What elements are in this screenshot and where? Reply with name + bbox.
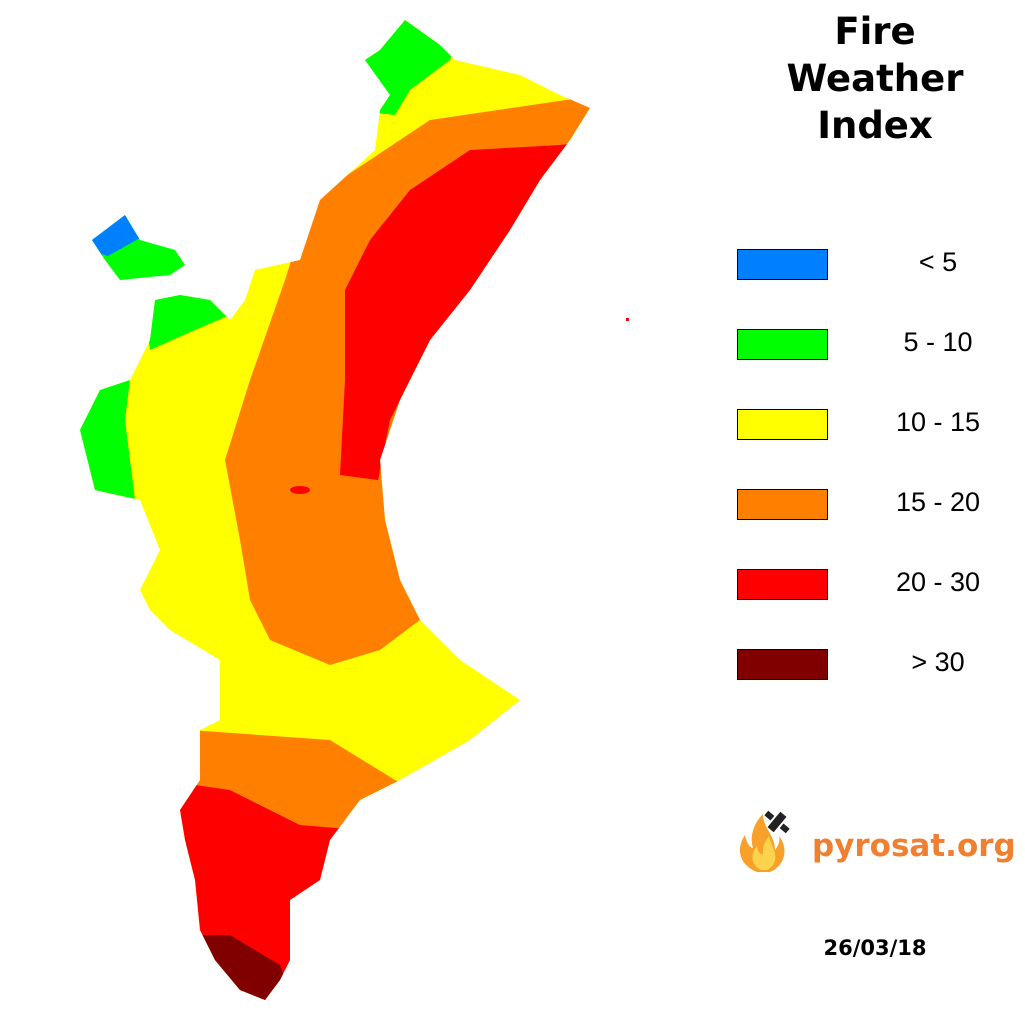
date: 26/03/18 xyxy=(823,936,927,960)
legend-swatch xyxy=(737,329,828,360)
zone xyxy=(340,140,590,480)
zone xyxy=(290,486,310,494)
legend-label: 15 - 20 xyxy=(895,487,981,517)
legend-label: > 30 xyxy=(911,647,965,677)
legend-swatch xyxy=(737,569,828,600)
zone xyxy=(225,95,590,665)
zone xyxy=(92,215,185,280)
legend-label: < 5 xyxy=(918,247,958,277)
title: Fire Weather Index xyxy=(786,10,964,147)
brand: pyrosat.org xyxy=(812,828,1016,864)
brand-logo xyxy=(739,810,790,872)
region-map xyxy=(80,20,629,1000)
legend-label: 5 - 10 xyxy=(903,327,973,357)
legend-label: 20 - 30 xyxy=(895,567,981,597)
legend-swatch xyxy=(737,249,828,280)
legend-swatch xyxy=(737,409,828,440)
legend-swatch xyxy=(737,489,828,520)
legend-label: 10 - 15 xyxy=(895,407,981,437)
speck xyxy=(626,318,629,321)
legend-swatch xyxy=(737,649,828,680)
zone xyxy=(80,380,135,500)
